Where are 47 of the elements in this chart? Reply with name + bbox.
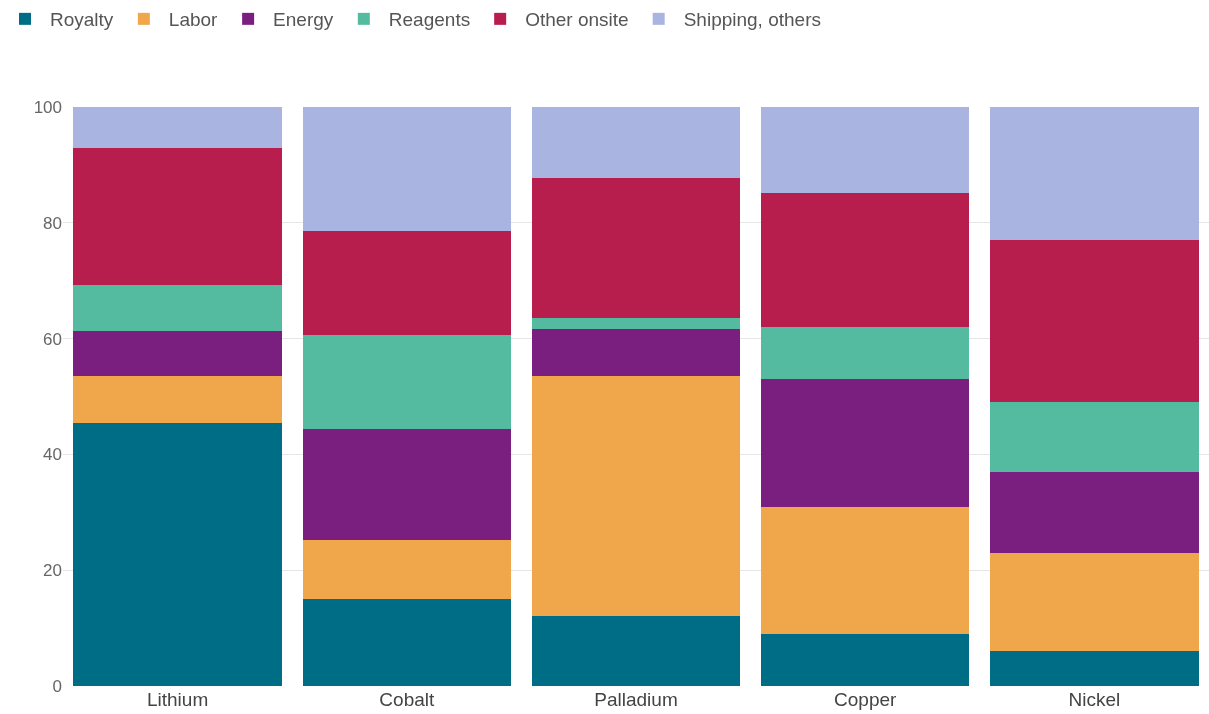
bar	[990, 240, 1199, 403]
bar	[760, 379, 970, 507]
bar	[302, 539, 512, 600]
y-tick-label: 60	[43, 329, 62, 349]
bar	[990, 651, 1199, 686]
bar	[302, 107, 512, 231]
bar	[302, 334, 512, 429]
y-tick-label: 100	[33, 97, 62, 117]
bar	[302, 230, 512, 335]
x-tick-label: Cobalt	[379, 689, 435, 710]
bar	[302, 428, 512, 540]
legend-label: Other onsite	[525, 9, 629, 31]
y-tick-label: 20	[43, 561, 62, 581]
legend-label: Reagents	[388, 9, 471, 31]
x-tick-label: Copper	[834, 689, 898, 710]
x-tick-label: Lithium	[146, 689, 209, 710]
bar	[73, 284, 282, 332]
bar	[760, 506, 970, 634]
x-tick-label: Palladium	[594, 689, 678, 710]
bar	[73, 147, 282, 285]
bar	[73, 331, 282, 377]
bar	[531, 328, 741, 377]
bar	[760, 107, 970, 193]
legend-label: Energy	[273, 9, 334, 31]
legend-label: Shipping, others	[683, 9, 821, 31]
bar	[531, 615, 741, 686]
y-tick-label: 40	[43, 445, 62, 465]
bar	[73, 107, 282, 148]
legend-label: Royalty	[50, 9, 114, 31]
bar	[73, 376, 282, 423]
bar	[990, 552, 1199, 652]
bar	[990, 471, 1199, 553]
bar	[302, 599, 512, 686]
bar	[760, 327, 970, 380]
y-tick-label: 80	[43, 213, 62, 233]
bar	[531, 177, 741, 318]
bar	[760, 192, 970, 328]
bar	[531, 317, 741, 329]
bar	[760, 633, 970, 686]
x-tick-label: Nickel	[1068, 689, 1121, 710]
bar	[990, 107, 1199, 241]
bar	[990, 402, 1199, 472]
bar	[531, 107, 741, 178]
bar	[531, 376, 741, 616]
y-tick-label: 0	[52, 676, 62, 696]
legend-label: Labor	[168, 9, 219, 31]
bar	[73, 422, 282, 686]
